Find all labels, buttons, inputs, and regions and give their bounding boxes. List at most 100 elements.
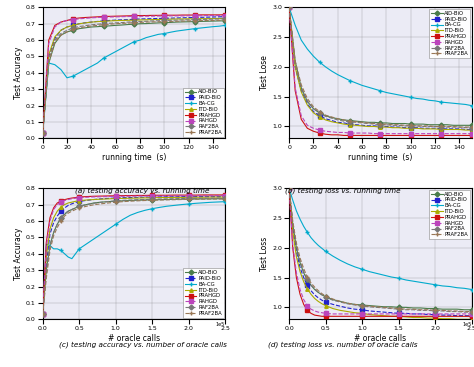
BA-CG bbox=[119, 46, 125, 51]
RAF2BA bbox=[76, 204, 82, 208]
AID-BiO bbox=[337, 299, 343, 304]
RAHGD bbox=[292, 86, 298, 90]
PAID-BiO bbox=[396, 311, 401, 316]
BA-CG bbox=[383, 90, 389, 95]
BA-CG bbox=[290, 198, 296, 202]
RAF2BA bbox=[168, 18, 173, 22]
PRAHGD bbox=[98, 194, 104, 198]
PRAF2BA bbox=[201, 197, 206, 201]
BA-CG bbox=[215, 200, 221, 204]
PAID-BiO bbox=[47, 232, 53, 236]
AID-BiO bbox=[426, 123, 432, 127]
AID-BiO bbox=[91, 201, 97, 205]
ITD-BiO bbox=[125, 18, 131, 22]
BA-CG bbox=[292, 23, 298, 28]
PRAF2BA bbox=[186, 197, 191, 201]
PRAF2BA bbox=[44, 276, 49, 280]
PRAF2BA bbox=[164, 198, 170, 202]
PAID-BiO bbox=[469, 127, 474, 132]
Y-axis label: Test Lose: Test Lose bbox=[261, 55, 270, 90]
AID-BiO bbox=[359, 303, 365, 307]
ITD-BiO bbox=[120, 196, 126, 201]
AID-BiO bbox=[299, 86, 304, 90]
RAHGD bbox=[58, 20, 64, 24]
ITD-BiO bbox=[292, 65, 298, 69]
ITD-BiO bbox=[186, 17, 191, 21]
ITD-BiO bbox=[390, 126, 395, 130]
PRAHGD bbox=[113, 193, 118, 198]
PRAF2BA bbox=[46, 61, 52, 65]
PRAHGD bbox=[173, 13, 179, 17]
BA-CG bbox=[418, 280, 423, 284]
PAID-BiO bbox=[201, 194, 206, 199]
RAF2BA bbox=[297, 259, 303, 263]
RAF2BA bbox=[149, 197, 155, 201]
ITD-BiO bbox=[420, 127, 426, 131]
RAHGD bbox=[143, 14, 149, 18]
Line: RAHGD: RAHGD bbox=[41, 14, 227, 135]
BA-CG bbox=[91, 237, 97, 241]
PAID-BiO bbox=[113, 196, 118, 200]
ITD-BiO bbox=[198, 17, 204, 21]
PRAF2BA bbox=[469, 125, 474, 129]
PRAHGD bbox=[377, 133, 383, 138]
RAF2BA bbox=[222, 17, 228, 21]
ITD-BiO bbox=[316, 299, 321, 304]
PRAHGD bbox=[299, 117, 304, 121]
X-axis label: # oracle calls: # oracle calls bbox=[108, 334, 160, 343]
PAID-BiO bbox=[180, 16, 185, 20]
RAHGD bbox=[337, 312, 343, 316]
BA-CG bbox=[438, 100, 444, 104]
PAID-BiO bbox=[316, 296, 321, 300]
PRAF2BA bbox=[125, 21, 131, 25]
PRAHGD bbox=[76, 16, 82, 20]
BA-CG bbox=[210, 25, 216, 29]
BA-CG bbox=[450, 101, 456, 105]
RAF2BA bbox=[432, 124, 438, 129]
RAHGD bbox=[210, 13, 216, 18]
AID-BiO bbox=[155, 21, 161, 25]
RAHGD bbox=[290, 243, 296, 247]
RAHGD bbox=[222, 193, 228, 198]
PRAHGD bbox=[414, 133, 419, 138]
RAHGD bbox=[396, 131, 401, 136]
BA-CG bbox=[186, 202, 191, 206]
ITD-BiO bbox=[366, 312, 372, 317]
RAHGD bbox=[426, 131, 432, 136]
RAHGD bbox=[374, 312, 380, 316]
BA-CG bbox=[198, 26, 204, 30]
AID-BiO bbox=[173, 20, 179, 24]
Text: 1e5: 1e5 bbox=[216, 322, 225, 327]
BA-CG bbox=[76, 247, 82, 251]
ITD-BiO bbox=[44, 255, 49, 259]
PAID-BiO bbox=[290, 225, 296, 229]
BA-CG bbox=[310, 54, 316, 58]
RAF2BA bbox=[462, 310, 467, 315]
ITD-BiO bbox=[137, 18, 143, 22]
ITD-BiO bbox=[113, 18, 118, 23]
AID-BiO bbox=[396, 121, 401, 126]
RAF2BA bbox=[426, 124, 432, 129]
ITD-BiO bbox=[286, 186, 292, 190]
PRAHGD bbox=[438, 133, 444, 138]
PRAF2BA bbox=[100, 22, 106, 27]
PAID-BiO bbox=[82, 21, 88, 25]
PRAHGD bbox=[83, 195, 89, 199]
BA-CG bbox=[347, 79, 353, 83]
AID-BiO bbox=[180, 20, 185, 24]
RAF2BA bbox=[40, 131, 46, 136]
RAHGD bbox=[456, 131, 462, 136]
RAHGD bbox=[162, 14, 167, 18]
ITD-BiO bbox=[299, 90, 304, 94]
AID-BiO bbox=[335, 117, 341, 121]
PRAF2BA bbox=[403, 307, 409, 311]
PRAHGD bbox=[120, 193, 126, 198]
PRAF2BA bbox=[390, 123, 395, 127]
PAID-BiO bbox=[352, 307, 358, 311]
ITD-BiO bbox=[323, 304, 328, 308]
PRAHGD bbox=[445, 133, 450, 138]
BA-CG bbox=[40, 131, 46, 136]
PRAF2BA bbox=[83, 204, 89, 208]
PAID-BiO bbox=[323, 300, 328, 304]
AID-BiO bbox=[83, 203, 89, 207]
